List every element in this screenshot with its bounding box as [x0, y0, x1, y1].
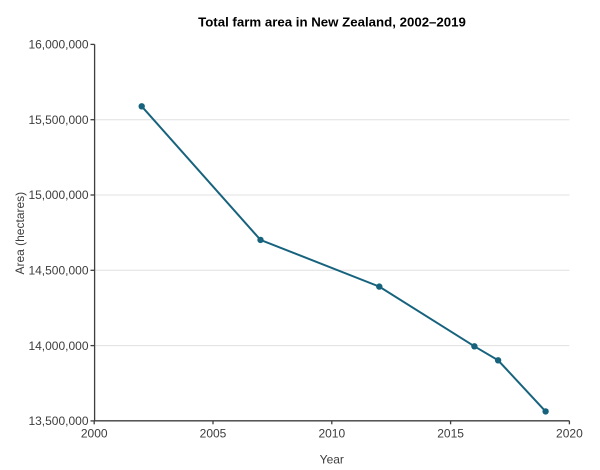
svg-text:13,500,000: 13,500,000	[28, 414, 88, 428]
svg-text:15,000,000: 15,000,000	[28, 188, 88, 202]
svg-text:14,000,000: 14,000,000	[28, 339, 88, 353]
svg-text:Year: Year	[320, 452, 344, 466]
svg-text:2005: 2005	[200, 427, 227, 441]
svg-text:Total farm area in New Zealand: Total farm area in New Zealand, 2002–201…	[198, 15, 466, 30]
svg-text:Area (hectares): Area (hectares)	[13, 192, 27, 275]
svg-text:2020: 2020	[556, 427, 583, 441]
svg-text:2010: 2010	[318, 427, 345, 441]
svg-text:15,500,000: 15,500,000	[28, 113, 88, 127]
svg-text:14,500,000: 14,500,000	[28, 264, 88, 278]
svg-text:16,000,000: 16,000,000	[28, 38, 88, 52]
svg-text:2015: 2015	[437, 427, 464, 441]
svg-text:2000: 2000	[81, 427, 108, 441]
